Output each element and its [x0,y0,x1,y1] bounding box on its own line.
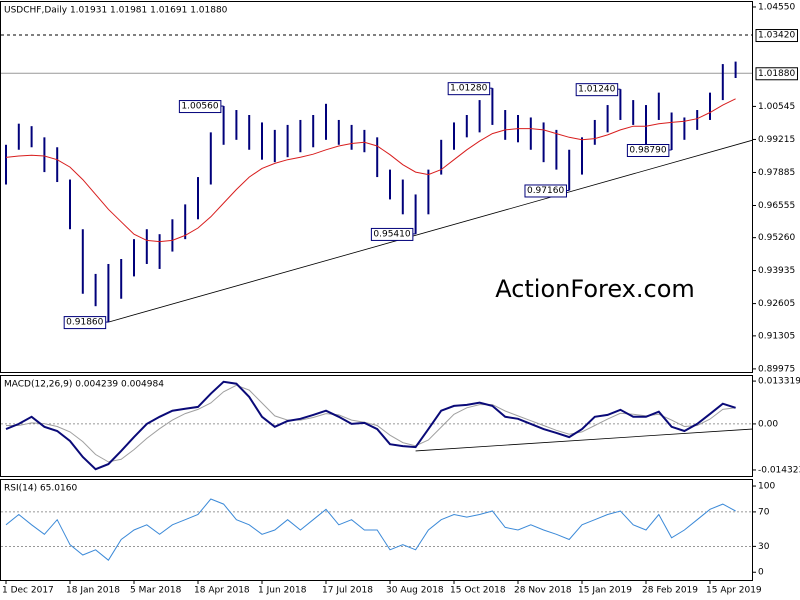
panel-title: MACD(12,26,9) 0.004239 0.004984 [4,380,164,390]
annotation-label-box [63,316,107,330]
watermark: ActionForex.com [495,275,695,303]
y-tick-label: 100 [758,482,775,492]
annotation-label: 1.00560 [181,102,218,112]
annotation-label: 0.97160 [527,186,564,196]
y-tick-label: 0.97885 [758,168,795,178]
price-panel [0,1,753,373]
rsi-line [5,498,736,561]
x-tick-label: 5 Mar 2018 [130,586,182,596]
x-tick-label: 18 Apr 2018 [194,586,250,596]
annotation-label: 1.01280 [450,84,487,94]
y-tick-label: 0.95260 [758,233,795,243]
annotation-label: 0.98790 [629,146,666,156]
last-price-label-box [755,67,798,81]
x-tick-label: 28 Feb 2019 [642,586,698,596]
x-tick-label: 28 Nov 2018 [514,586,572,596]
y-tick-label: 70 [758,507,770,517]
annotation-label: 0.95410 [373,229,410,239]
annotation-label-box [370,227,414,241]
y-tick-label: 30 [758,542,770,552]
y-tick-label: 0.93935 [758,266,795,276]
macd-panel [0,375,753,477]
annotation-label-box [447,82,491,96]
panel-title: RSI(14) 65.0160 [4,484,77,494]
x-tick-label: 15 Jan 2019 [578,586,632,596]
y-tick-label: 0.92605 [758,299,795,309]
x-tick-label: 15 Oct 2018 [450,586,506,596]
x-tick-label: 15 Apr 2019 [706,586,762,596]
trendline [108,139,753,323]
x-tick-label: 1 Jun 2018 [258,586,307,596]
annotation-label: 0.91860 [66,318,103,328]
level-label: 1.03420 [758,31,795,41]
moving-average [5,98,736,243]
y-tick-label: 0.91305 [758,331,795,341]
y-tick-label: 1.00545 [758,102,795,112]
x-tick-label: 18 Jan 2018 [66,586,120,596]
y-tick-label: 0.89975 [758,364,795,374]
annotation-label-box [524,184,567,198]
x-tick-label: 30 Aug 2018 [386,586,444,596]
macd-line [5,380,736,471]
y-tick-label: 0.99215 [758,135,795,145]
macd-trendline [415,428,753,452]
y-tick-label: 1.04550 [758,2,795,12]
annotation-label-box [178,100,222,114]
annotation-label-box [575,83,619,97]
y-tick-label: 0.013319 [758,377,800,387]
signal-line [6,384,736,463]
y-tick-label: 0.00 [758,419,778,429]
rsi-panel [0,479,753,581]
annotation-label-box [626,144,670,157]
x-tick-label: 1 Dec 2017 [2,586,54,596]
panel-title: USDCHF,Daily 1.01931 1.01981 1.01691 1.0… [4,6,228,16]
last-price-label: 1.01880 [758,69,795,79]
annotation-label: 1.01240 [578,85,615,95]
y-tick-label: -0.014323 [758,465,800,475]
y-tick-label: 0.96555 [758,201,795,211]
y-tick-label: 0 [758,568,764,578]
x-tick-label: 17 Jul 2018 [322,586,373,596]
level-label-box [755,29,798,43]
